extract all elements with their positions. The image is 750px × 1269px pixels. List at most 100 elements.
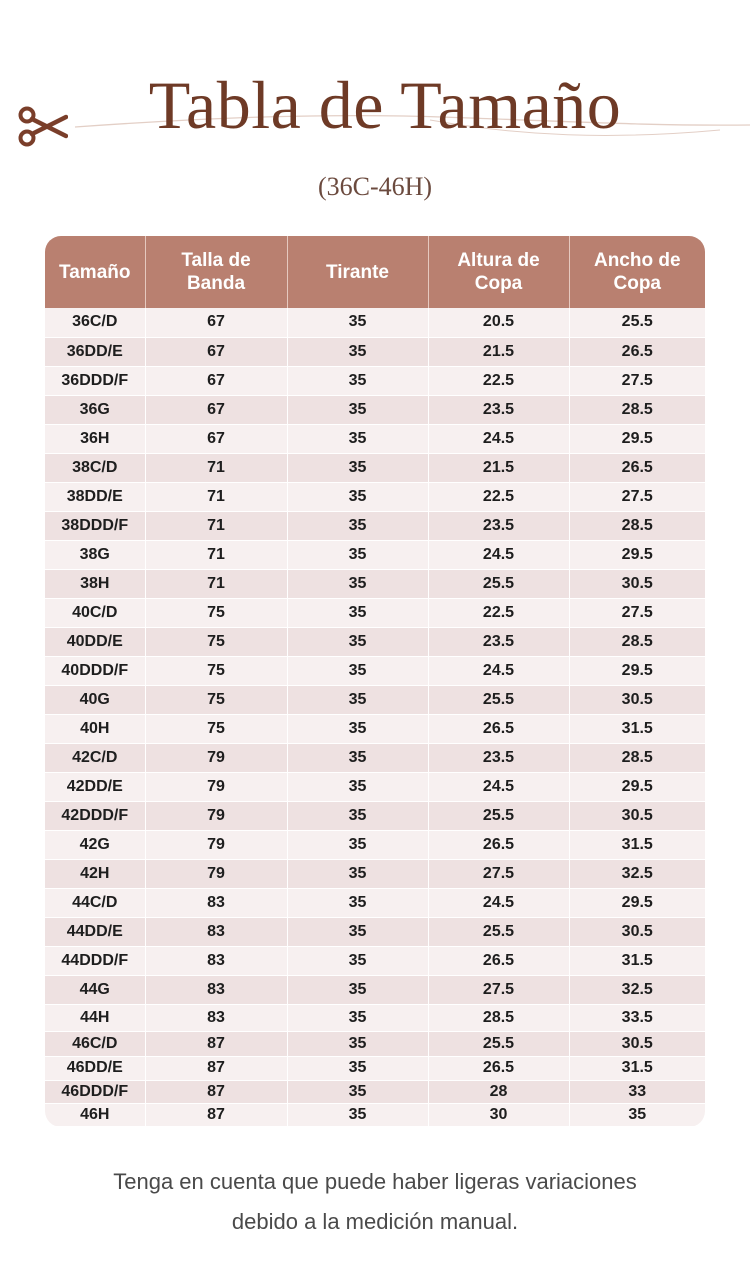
- cup-width-cell: 32.5: [569, 975, 705, 1005]
- cup-width-cell: 31.5: [569, 1056, 705, 1081]
- size-cell: 42DDD/F: [45, 801, 146, 831]
- cup-width-cell: 30.5: [569, 917, 705, 947]
- table-row: 36H 67 35 24.5 29.5: [45, 424, 705, 454]
- cup-width-cell: 28.5: [569, 511, 705, 541]
- strap-cell: 35: [287, 975, 429, 1005]
- size-cell: 38C/D: [45, 453, 146, 483]
- cup-height-cell: 22.5: [428, 598, 570, 628]
- size-cell: 36DD/E: [45, 337, 146, 367]
- cup-width-cell: 31.5: [569, 714, 705, 744]
- table-row: 46H 87 35 30 35: [45, 1103, 705, 1127]
- band-cell: 79: [145, 743, 288, 773]
- size-cell: 44H: [45, 1004, 146, 1032]
- size-cell: 42H: [45, 859, 146, 889]
- cup-width-cell: 25.5: [569, 308, 705, 338]
- band-cell: 83: [145, 888, 288, 918]
- cup-height-cell: 30: [428, 1103, 570, 1127]
- note-line-1: Tenga en cuenta que puede haber ligeras …: [113, 1169, 637, 1194]
- table-row: 42G 79 35 26.5 31.5: [45, 830, 705, 860]
- cup-height-cell: 23.5: [428, 627, 570, 657]
- band-cell: 75: [145, 656, 288, 686]
- cup-height-cell: 25.5: [428, 801, 570, 831]
- band-cell: 71: [145, 482, 288, 512]
- cup-height-cell: 25.5: [428, 569, 570, 599]
- cup-width-cell: 33: [569, 1080, 705, 1104]
- strap-cell: 35: [287, 1103, 429, 1127]
- column-header-cup-width-label: Ancho de Copa: [593, 250, 681, 294]
- column-header-band-label: Talla de Banda: [181, 250, 251, 294]
- cup-height-cell: 20.5: [428, 308, 570, 338]
- strap-cell: 35: [287, 511, 429, 541]
- cup-height-cell: 28: [428, 1080, 570, 1104]
- strap-cell: 35: [287, 308, 429, 338]
- cup-height-cell: 21.5: [428, 337, 570, 367]
- table-row: 44G 83 35 27.5 32.5: [45, 975, 705, 1005]
- strap-cell: 35: [287, 772, 429, 802]
- size-cell: 38H: [45, 569, 146, 599]
- strap-cell: 35: [287, 888, 429, 918]
- strap-cell: 35: [287, 859, 429, 889]
- cup-height-cell: 24.5: [428, 540, 570, 570]
- strap-cell: 35: [287, 743, 429, 773]
- cup-width-cell: 29.5: [569, 656, 705, 686]
- table-row: 38H 71 35 25.5 30.5: [45, 569, 705, 599]
- band-cell: 67: [145, 424, 288, 454]
- cup-width-cell: 33.5: [569, 1004, 705, 1032]
- size-cell: 46DD/E: [45, 1056, 146, 1081]
- page-title: Tabla de Tamaño: [148, 67, 622, 143]
- table-row: 44DD/E 83 35 25.5 30.5: [45, 917, 705, 947]
- cup-width-cell: 27.5: [569, 366, 705, 396]
- table-row: 44H 83 35 28.5 33.5: [45, 1004, 705, 1032]
- table-row: 36G 67 35 23.5 28.5: [45, 395, 705, 425]
- measurement-note: Tenga en cuenta que puede haber ligeras …: [0, 1162, 750, 1242]
- table-row: 44C/D 83 35 24.5 29.5: [45, 888, 705, 918]
- band-cell: 71: [145, 569, 288, 599]
- table-row: 36DDD/F 67 35 22.5 27.5: [45, 366, 705, 396]
- size-cell: 36DDD/F: [45, 366, 146, 396]
- band-cell: 71: [145, 511, 288, 541]
- cup-height-cell: 22.5: [428, 366, 570, 396]
- size-table: Tamaño Talla de Banda Tirante Altura de …: [45, 236, 705, 1127]
- cup-width-cell: 26.5: [569, 453, 705, 483]
- strap-cell: 35: [287, 1004, 429, 1032]
- cup-width-cell: 29.5: [569, 424, 705, 454]
- cup-width-cell: 30.5: [569, 685, 705, 715]
- cup-width-cell: 29.5: [569, 772, 705, 802]
- strap-cell: 35: [287, 1056, 429, 1081]
- strap-cell: 35: [287, 569, 429, 599]
- table-row: 46C/D 87 35 25.5 30.5: [45, 1031, 705, 1057]
- cup-height-cell: 26.5: [428, 946, 570, 976]
- column-header-cup-height: Altura de Copa: [428, 236, 570, 308]
- table-row: 36DD/E 67 35 21.5 26.5: [45, 337, 705, 367]
- strap-cell: 35: [287, 656, 429, 686]
- scissors-icon: [18, 106, 68, 147]
- size-cell: 46DDD/F: [45, 1080, 146, 1104]
- size-cell: 40C/D: [45, 598, 146, 628]
- size-cell: 38DD/E: [45, 482, 146, 512]
- strap-cell: 35: [287, 685, 429, 715]
- band-cell: 83: [145, 1004, 288, 1032]
- band-cell: 67: [145, 395, 288, 425]
- cup-height-cell: 23.5: [428, 743, 570, 773]
- band-cell: 87: [145, 1103, 288, 1127]
- cup-height-cell: 25.5: [428, 917, 570, 947]
- band-cell: 79: [145, 801, 288, 831]
- cup-height-cell: 26.5: [428, 1056, 570, 1081]
- size-cell: 36G: [45, 395, 146, 425]
- strap-cell: 35: [287, 395, 429, 425]
- size-cell: 42G: [45, 830, 146, 860]
- cup-width-cell: 30.5: [569, 569, 705, 599]
- strap-cell: 35: [287, 540, 429, 570]
- table-row: 40H 75 35 26.5 31.5: [45, 714, 705, 744]
- cup-width-cell: 32.5: [569, 859, 705, 889]
- cup-width-cell: 30.5: [569, 801, 705, 831]
- table-row: 42DDD/F 79 35 25.5 30.5: [45, 801, 705, 831]
- strap-cell: 35: [287, 453, 429, 483]
- strap-cell: 35: [287, 598, 429, 628]
- size-cell: 36H: [45, 424, 146, 454]
- header: Tabla de Tamaño (36C-46H): [0, 0, 750, 230]
- cup-width-cell: 31.5: [569, 830, 705, 860]
- strap-cell: 35: [287, 1031, 429, 1057]
- size-cell: 46C/D: [45, 1031, 146, 1057]
- table-row: 42H 79 35 27.5 32.5: [45, 859, 705, 889]
